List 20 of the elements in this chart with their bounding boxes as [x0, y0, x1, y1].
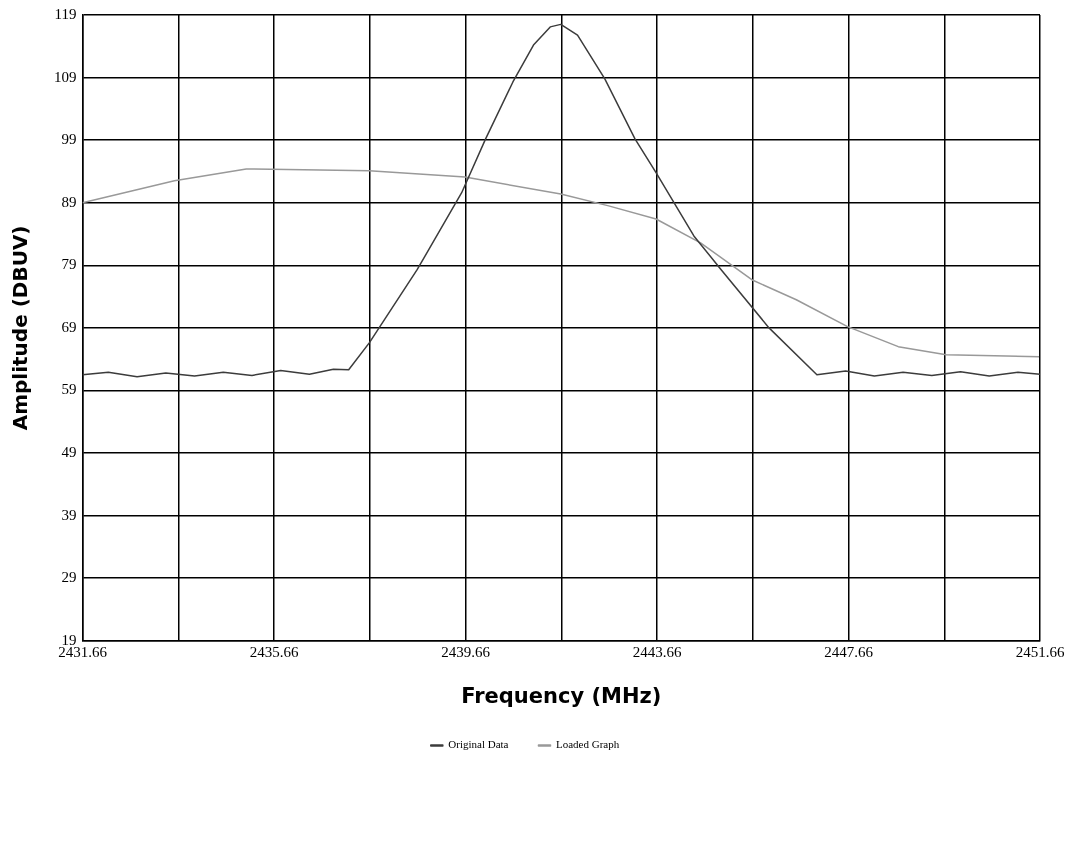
legend-label: Original Data: [448, 738, 509, 751]
y-tick-label: 109: [54, 68, 77, 85]
y-tick-label: 79: [61, 256, 77, 273]
y-tick-label: 99: [61, 131, 77, 148]
y-tick-label: 89: [61, 193, 77, 210]
x-tick-label: 2435.66: [249, 643, 299, 660]
x-tick-label: 2451.66: [1015, 643, 1065, 660]
y-tick-label: 59: [61, 381, 77, 398]
x-tick-label: 2439.66: [441, 643, 491, 660]
y-tick-label: 19: [61, 631, 77, 648]
x-tick-label: 2443.66: [632, 643, 682, 660]
y-tick-label: 29: [61, 569, 77, 586]
x-axis-title: Frequency (MHz): [461, 683, 662, 708]
y-tick-label: 119: [54, 5, 77, 22]
x-tick-label: 2447.66: [824, 643, 874, 660]
y-axis-title: Amplitude (DBUV): [8, 225, 33, 431]
y-tick-label: 69: [61, 318, 77, 335]
legend-label: Loaded Graph: [555, 738, 620, 751]
y-tick-label: 49: [61, 444, 77, 460]
y-tick-label: 39: [61, 506, 77, 523]
